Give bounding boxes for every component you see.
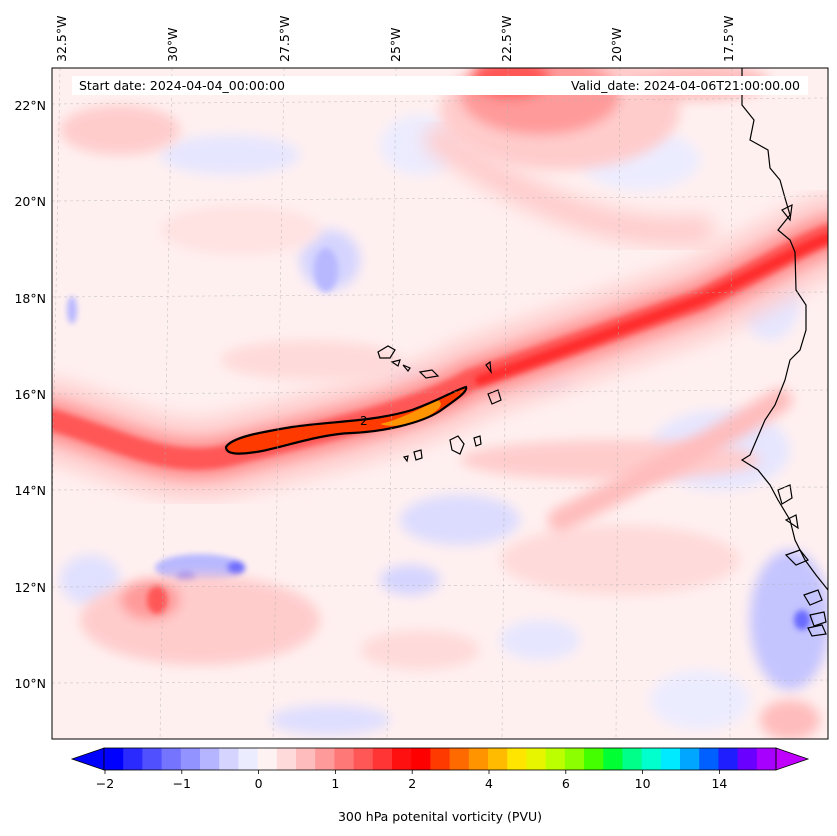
colorbar: −2 −1 0 1 2 4 6 10 14 300 hPa potenital vorticit… [70, 747, 810, 824]
colorbar-segment [468, 748, 489, 770]
positive-pv-patches [60, 105, 820, 739]
valid-date-text: Valid_date: 2024-04-06T21:00:00.00 [571, 78, 800, 93]
colorbar-segment [507, 748, 527, 770]
colorbar-segment [622, 748, 643, 770]
lat-label-18n: 18°N [14, 291, 46, 306]
pv-maximum-12n [147, 586, 167, 614]
header-box [72, 76, 808, 95]
colorbar-extend-low [70, 747, 105, 771]
colorbar-title: 300 hPa potenital vorticity (PVU) [338, 809, 542, 824]
colorbar-segment [680, 748, 700, 770]
negative-pv-strong [67, 248, 810, 630]
map-panel: Start date: 2024-04-04_00:00:00 Valid_da… [52, 68, 828, 739]
start-date-text: Start date: 2024-04-04_00:00:00 [79, 78, 285, 93]
colorbar-segment [296, 748, 316, 770]
lon-label-22-5w: 22.5°W [499, 16, 514, 62]
lat-label-16n: 16°N [14, 387, 46, 402]
map-frame [51, 67, 829, 740]
colorbar-segment [545, 748, 566, 770]
colorbar-segment [488, 748, 508, 770]
colorbar-tick-label: 14 [711, 776, 727, 791]
colorbar-tick-label: −2 [96, 776, 114, 791]
lon-label-25w: 25°W [388, 27, 403, 62]
colorbar-segment [392, 748, 412, 770]
lon-label-30w: 30°W [165, 27, 180, 62]
lon-label-17-5w: 17.5°W [721, 16, 736, 62]
pv-2-contour [224, 385, 468, 455]
colorbar-segment [372, 748, 393, 770]
latitude-labels: 22°N 20°N 18°N 16°N 14°N 12°N 10°N [14, 98, 46, 691]
colorbar-segment [564, 748, 585, 770]
pv-core [224, 385, 468, 455]
colorbar-ticks: −2 −1 0 1 2 4 6 10 14 [96, 770, 727, 791]
colorbar-segment [315, 748, 335, 770]
lat-label-10n: 10°N [14, 676, 46, 691]
colorbar-tick-label: 1 [331, 776, 339, 791]
colorbar-tick-label: −1 [173, 776, 191, 791]
colorbar-tick-label: 2 [408, 776, 416, 791]
colorbar-segment [334, 748, 355, 770]
lat-label-22n: 22°N [14, 98, 46, 113]
contour-label: 2 [360, 414, 368, 428]
colorbar-segments [104, 748, 777, 770]
colorbar-segment [603, 748, 623, 770]
africa-west-coast [740, 68, 828, 591]
lon-label-32-5w: 32.5°W [54, 16, 69, 62]
colorbar-tick-label: 0 [255, 776, 263, 791]
colorbar-segment [276, 748, 297, 770]
colorbar-segment [430, 748, 451, 770]
lat-label-14n: 14°N [14, 483, 46, 498]
colorbar-segment [353, 748, 374, 770]
pv-streamer-band [52, 125, 828, 532]
colorbar-segment [718, 748, 739, 770]
colorbar-segment [449, 748, 470, 770]
colorbar-segment [699, 748, 719, 770]
colorbar-segment [142, 748, 163, 770]
colorbar-segment [660, 748, 681, 770]
colorbar-frame [103, 747, 777, 771]
colorbar-segment [104, 748, 124, 770]
colorbar-segment [411, 748, 431, 770]
graticule [52, 68, 828, 739]
lat-label-20n: 20°N [14, 194, 46, 209]
colorbar-segment [584, 748, 604, 770]
colorbar-segment [200, 748, 220, 770]
lon-label-27-5w: 27.5°W [277, 16, 292, 62]
colorbar-segment [180, 748, 201, 770]
colorbar-segment [526, 748, 547, 770]
colorbar-segment [641, 748, 662, 770]
colorbar-tick-label: 4 [485, 776, 493, 791]
colorbar-segment [219, 748, 239, 770]
cape-verde-islands [377, 345, 502, 463]
colorbar-tick-label: 6 [562, 776, 570, 791]
lat-label-12n: 12°N [14, 580, 46, 595]
colorbar-tick-label: 10 [635, 776, 651, 791]
colorbar-segment [737, 748, 758, 770]
lon-label-20w: 20°W [609, 27, 624, 62]
colorbar-segment [238, 748, 259, 770]
longitude-labels: 32.5°W 30°W 27.5°W 25°W 22.5°W 20°W 17.5… [54, 16, 736, 62]
colorbar-segment [123, 748, 143, 770]
coastline [740, 68, 828, 637]
colorbar-extend-high [775, 747, 810, 771]
colorbar-segment [257, 748, 278, 770]
colorbar-segment [161, 748, 182, 770]
colorbar-segment [756, 748, 777, 770]
